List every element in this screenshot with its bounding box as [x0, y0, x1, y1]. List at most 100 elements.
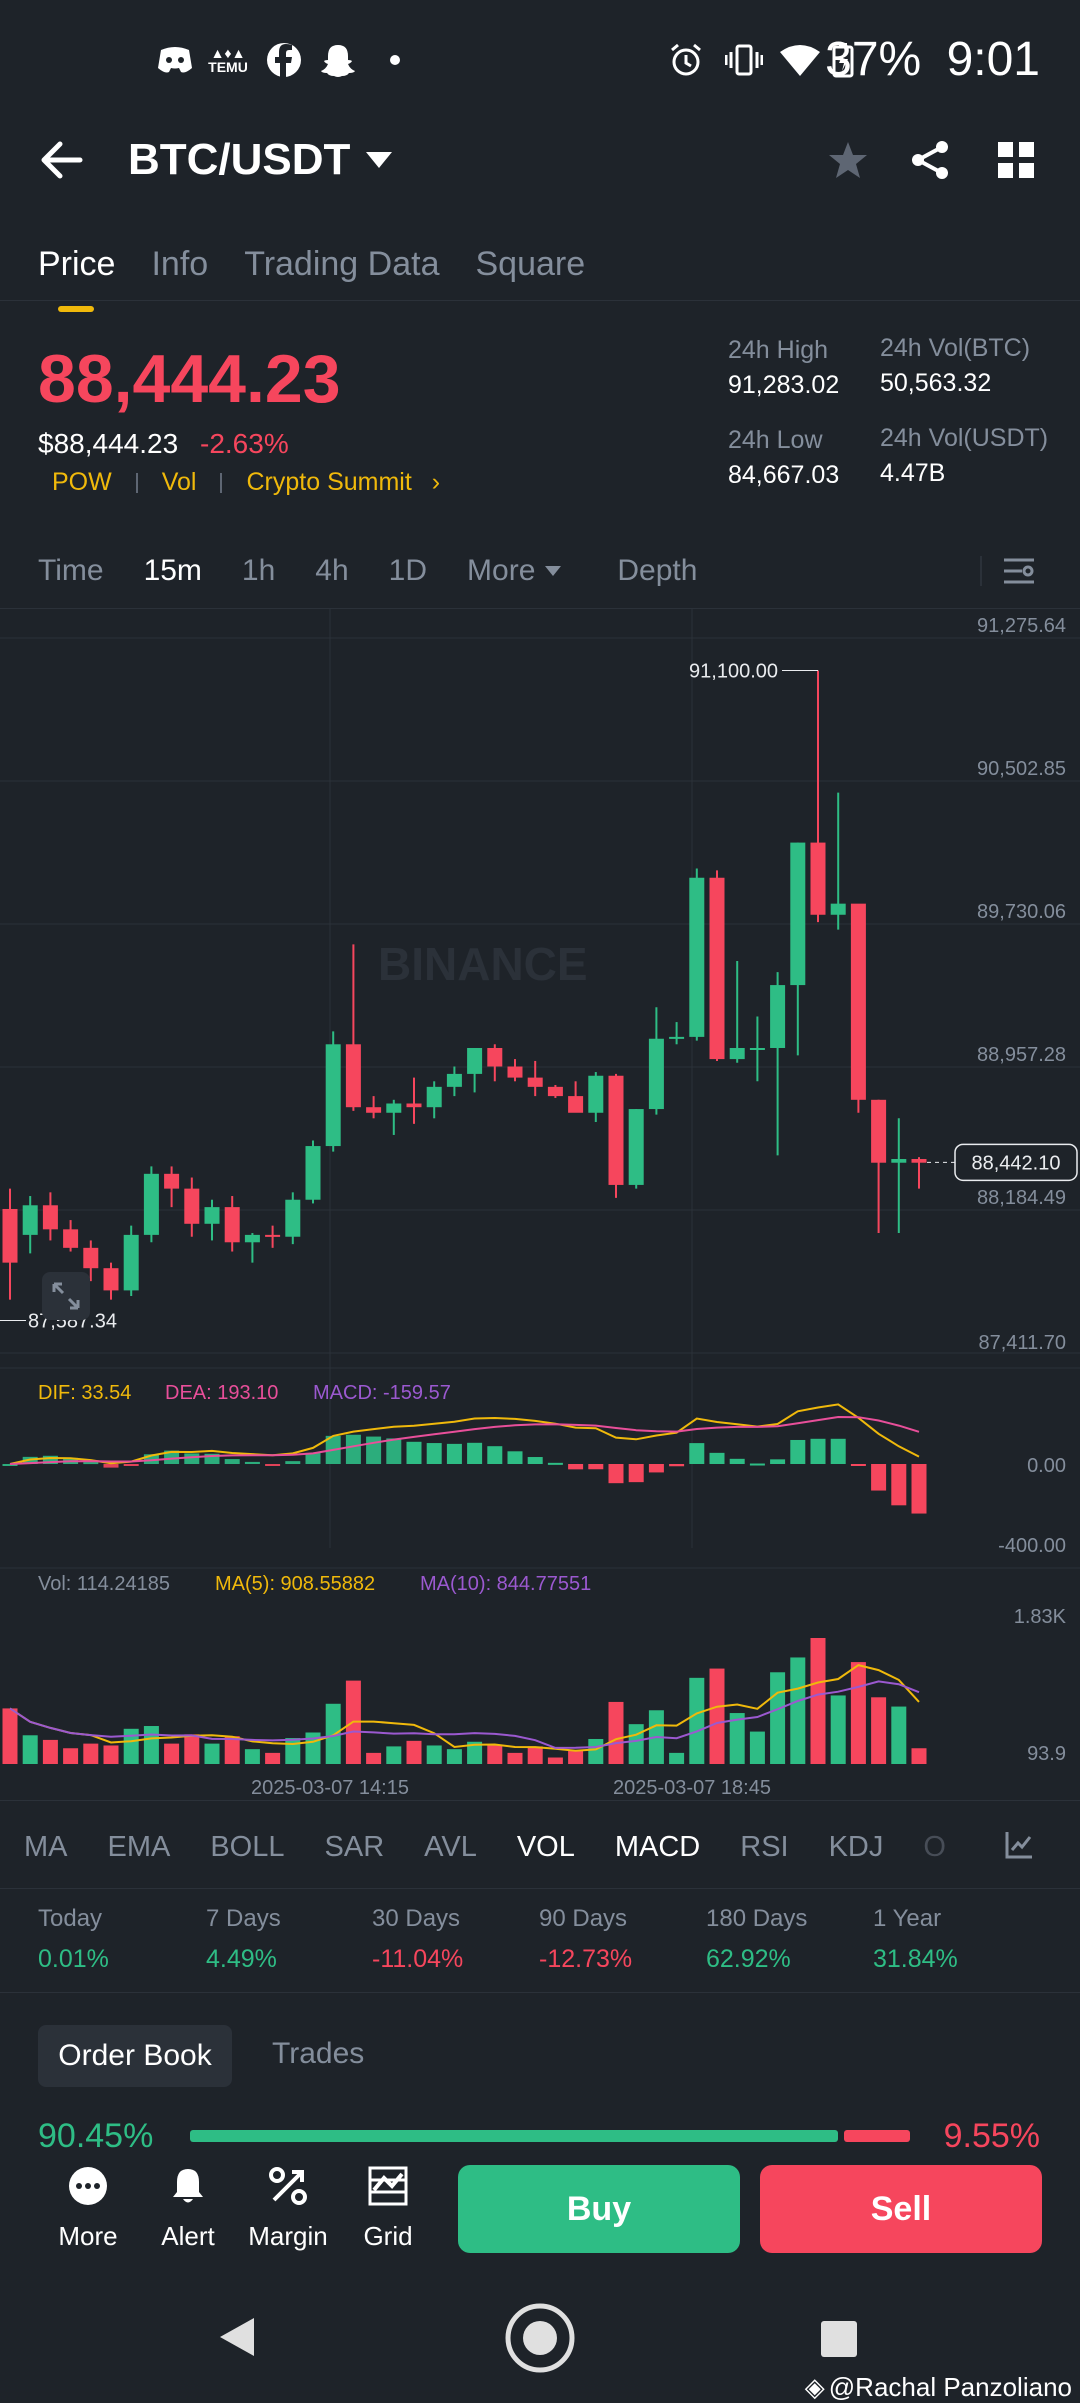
indicator-rsi[interactable]: RSI: [740, 1830, 789, 1863]
tab-square[interactable]: Square: [475, 244, 586, 283]
battery-icon: [828, 40, 858, 80]
chart-line-icon: [1005, 1832, 1032, 1859]
tab-price[interactable]: Price: [38, 244, 116, 312]
performance-label: 1 Year: [873, 1905, 942, 1932]
favorite-button[interactable]: [828, 140, 868, 185]
interval-more[interactable]: More: [467, 554, 562, 588]
candle-body: [305, 1146, 321, 1200]
indicator-kdj[interactable]: KDJ: [828, 1830, 884, 1863]
volume-bar: [103, 1745, 119, 1764]
tag-pow[interactable]: POW: [52, 468, 112, 496]
volume-bar: [527, 1746, 543, 1764]
tag-crypto-summit[interactable]: Crypto Summit: [246, 468, 412, 496]
macd-histogram-bar: [648, 1464, 664, 1473]
performance-label: 90 Days: [539, 1905, 628, 1932]
tab-trading-data[interactable]: Trading Data: [244, 244, 440, 283]
candle-body: [507, 1066, 523, 1078]
macd-histogram-bar: [123, 1464, 139, 1466]
sell-ratio-bar: [844, 2130, 910, 2142]
macd-histogram-bar: [164, 1450, 180, 1464]
tab-order-book[interactable]: Order Book: [38, 2025, 232, 2087]
stat-label: 24h Vol(BTC): [880, 334, 1031, 362]
interval-4h[interactable]: 4h: [315, 554, 349, 587]
sell-ratio-text: 9.55%: [943, 2117, 1040, 2152]
grid-action[interactable]: Grid: [343, 2166, 433, 2252]
indicator-settings-button[interactable]: [1004, 1830, 1034, 1865]
grid-bot-icon: [368, 2166, 408, 2206]
candle-body: [588, 1075, 604, 1113]
performance-label: 30 Days: [372, 1905, 461, 1932]
kline-chart[interactable]: BINANCE 91,275.64 90,502.85 89,730.06 88,95…: [0, 608, 1080, 1798]
nav-recents-button[interactable]: [820, 2320, 858, 2363]
volume-bar: [729, 1713, 745, 1764]
macd-histogram-bar: [366, 1436, 382, 1464]
macd-dea-line: [9, 1415, 920, 1465]
nav-back-button[interactable]: [218, 2316, 256, 2363]
interval-1h[interactable]: 1h: [241, 554, 276, 587]
pair-selector[interactable]: BTC/USDT: [128, 135, 393, 185]
price-change-percent: -2.63%: [200, 428, 289, 459]
indicator-more[interactable]: O: [923, 1830, 946, 1863]
macd-histogram-bar: [2, 1464, 18, 1466]
chart-settings-button[interactable]: [1002, 556, 1036, 591]
volume-bar: [265, 1752, 281, 1764]
vol-ma5-label: MA(5): 908.55882: [215, 1573, 375, 1595]
indicator-macd[interactable]: MACD: [614, 1830, 701, 1863]
indicator-sar[interactable]: SAR: [324, 1830, 385, 1863]
interval-depth[interactable]: Depth: [617, 554, 698, 587]
tag-vol[interactable]: Vol: [161, 468, 197, 496]
macd-value-label: MACD: -159.57: [313, 1382, 451, 1404]
vol-axis-low: 93.9: [1027, 1743, 1066, 1765]
status-bar: ▲♦▲ TEMU 37% 9:01: [0, 0, 1080, 120]
interval-1d[interactable]: 1D: [388, 554, 428, 587]
performance-value: -11.04%: [372, 1945, 464, 1973]
macd-histogram-bar: [568, 1464, 584, 1470]
candle-body: [244, 1234, 260, 1243]
alert-action[interactable]: Alert: [143, 2166, 233, 2252]
indicator-boll[interactable]: BOLL: [210, 1830, 285, 1863]
share-button[interactable]: [910, 140, 950, 185]
buy-button[interactable]: Buy: [458, 2165, 740, 2253]
expand-chart-button[interactable]: [42, 1272, 90, 1320]
tab-trades[interactable]: Trades: [272, 2037, 365, 2070]
candle-body: [911, 1159, 927, 1163]
candle-body: [386, 1103, 402, 1113]
margin-action[interactable]: Margin: [243, 2166, 333, 2252]
candle-body: [729, 1047, 745, 1060]
price-axis-label: 88,957.28: [977, 1044, 1066, 1066]
volume-bar: [547, 1757, 563, 1764]
layout-button[interactable]: [998, 142, 1034, 183]
macd-histogram-bar: [285, 1461, 301, 1464]
last-price: 88,444.23: [38, 341, 341, 417]
volume-bar: [507, 1752, 523, 1764]
tab-info[interactable]: Info: [151, 244, 209, 283]
indicator-vol[interactable]: VOL: [516, 1830, 575, 1863]
back-button[interactable]: [40, 140, 84, 185]
more-action[interactable]: More: [43, 2166, 133, 2252]
interval-time[interactable]: Time: [38, 554, 104, 587]
macd-histogram-bar: [265, 1464, 281, 1466]
indicator-avl[interactable]: AVL: [424, 1830, 477, 1863]
candle-body: [42, 1205, 58, 1230]
macd-histogram-bar: [467, 1442, 483, 1464]
nav-home-button[interactable]: [504, 2302, 576, 2379]
divider: [0, 1800, 1080, 1801]
volume-panel: [2, 1638, 927, 1764]
indicator-ma[interactable]: MA: [24, 1830, 68, 1863]
candle-body: [345, 1044, 361, 1108]
status-text: 37% 9:01: [825, 32, 1040, 87]
temu-icon: ▲♦▲ TEMU: [208, 45, 248, 75]
candle-body: [406, 1103, 422, 1108]
candle-body: [224, 1207, 240, 1243]
candle-body: [790, 842, 806, 986]
sell-button[interactable]: Sell: [760, 2165, 1042, 2253]
interval-15m[interactable]: 15m: [143, 554, 202, 587]
performance-item: 180 Days 62.92%: [706, 1905, 807, 1974]
indicator-ema[interactable]: EMA: [107, 1830, 171, 1863]
action-label: Alert: [161, 2221, 215, 2251]
candle-body: [547, 1086, 563, 1097]
volume-bar: [446, 1749, 462, 1764]
action-label: More: [58, 2221, 118, 2251]
performance-item: 7 Days 4.49%: [206, 1905, 281, 1974]
candle-body: [770, 985, 786, 1048]
